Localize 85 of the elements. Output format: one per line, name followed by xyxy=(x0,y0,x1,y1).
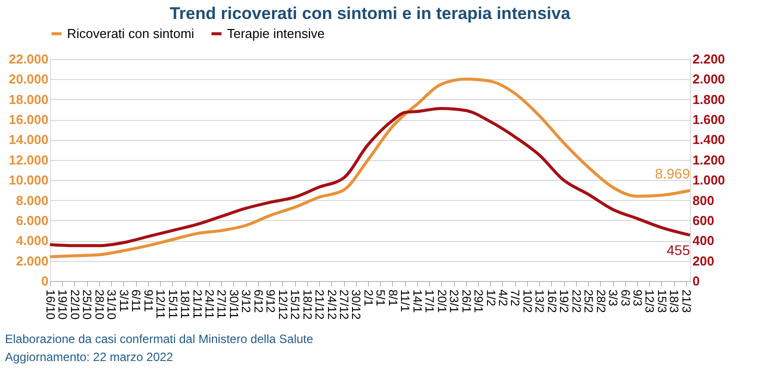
y-tick-label: 6.000 xyxy=(16,212,48,228)
x-tick-label: 9/11 xyxy=(141,290,156,312)
x-tick-label: 11/1 xyxy=(398,290,412,312)
x-tick-label: 6/12 xyxy=(251,290,266,314)
x-tick-label: 1/2 xyxy=(484,290,498,307)
x-tick-label: 3/11 xyxy=(116,290,131,312)
x-tick-label: 3/12 xyxy=(239,290,254,314)
x-tick-label: 5/1 xyxy=(374,290,388,307)
y2-tick-label: 1.200 xyxy=(692,152,726,168)
x-tick-label: 25/10 xyxy=(80,290,94,320)
line-series xyxy=(48,78,692,258)
x-tick-label: 29/1 xyxy=(472,290,486,314)
y2-tick-label: 2.200 xyxy=(692,52,726,66)
x-tick-label: 18/3 xyxy=(667,290,682,314)
x-tick-label: 21/3 xyxy=(679,290,694,314)
y-tick-label: 8.000 xyxy=(16,192,48,208)
y-tick-label: 18.000 xyxy=(8,92,48,107)
x-tick-label: 30/12 xyxy=(349,290,364,320)
x-tick-label: 10/2 xyxy=(520,290,534,314)
x-tick-label: 28/10 xyxy=(92,290,106,320)
y2-tick-label: 2.000 xyxy=(692,72,726,87)
y-tick-label: 4.000 xyxy=(16,233,48,248)
x-tick-label: 12/12 xyxy=(276,290,290,320)
x-tick-label: 6/11 xyxy=(129,290,144,312)
x-tick-label: 22/10 xyxy=(68,290,82,320)
y-tick-label: 20.000 xyxy=(8,72,48,87)
x-tick-label: 21/11 xyxy=(190,290,204,319)
y2-tick-label: 200 xyxy=(692,253,714,268)
x-tick-label: 8/1 xyxy=(386,290,400,307)
x-tick-label: 26/1 xyxy=(459,290,474,314)
y-tick-label: 12.000 xyxy=(8,152,48,168)
x-tick-label: 24/11 xyxy=(202,290,216,319)
x-tick-label: 30/11 xyxy=(226,290,241,319)
x-tick-label: 7/2 xyxy=(508,290,522,307)
text: Aggiornamento: 22 marzo 2022 xyxy=(5,350,174,364)
y2-tick-label: 400 xyxy=(692,233,714,248)
y-tick-label: 14.000 xyxy=(8,132,48,148)
x-tick-label: 25/2 xyxy=(582,290,596,314)
x-tick-label: 31/10 xyxy=(104,290,119,320)
x-tick-label: 15/12 xyxy=(288,290,302,320)
y2-tick-label: 0 xyxy=(692,274,700,288)
x-tick-label: 19/10 xyxy=(56,290,70,320)
text: Elaborazione da casi confermati dal Ministero della Salute xyxy=(5,332,314,346)
x-tick-label: 9/12 xyxy=(264,290,278,314)
y2-tick-label: 1.400 xyxy=(692,132,726,148)
y2-tick-label: 1.800 xyxy=(692,92,726,107)
y2-tick-label: 600 xyxy=(692,212,714,228)
x-tick-label: 23/1 xyxy=(447,290,462,314)
y-tick-label: 10.000 xyxy=(8,172,48,188)
x-tick-label: 21/12 xyxy=(312,290,327,320)
data-label: 8.969 xyxy=(654,165,690,182)
y2-tick-label: 1.000 xyxy=(692,172,726,188)
x-tick-label: 12/11 xyxy=(154,290,168,319)
x-tick-label: 28/2 xyxy=(594,290,608,314)
y-tick-label: 22.000 xyxy=(8,52,48,66)
x-tick-label: 16/10 xyxy=(44,290,58,320)
x-tick-label: 13/2 xyxy=(532,290,547,314)
x-tick-label: 14/1 xyxy=(410,290,424,314)
x-tick-label: 3/3 xyxy=(606,290,620,307)
x-tick-label: 24/12 xyxy=(324,290,339,320)
x-tick-label: 27/11 xyxy=(214,290,229,319)
x-tick-label: 16/2 xyxy=(544,290,559,314)
x-tick-label: 19/2 xyxy=(557,290,572,314)
x-tick-label: 22/2 xyxy=(569,290,584,314)
y-tick-label: 16.000 xyxy=(8,112,48,128)
y2-tick-label: 1.600 xyxy=(692,112,726,128)
x-tick-label: 27/12 xyxy=(337,290,352,320)
x-tick-label: 4/2 xyxy=(496,290,510,307)
x-tick-label: 15/3 xyxy=(654,290,669,314)
x-tick-label: 18/12 xyxy=(300,290,314,320)
x-tick-label: 2/1 xyxy=(361,290,376,307)
x-tick-label: 18/11 xyxy=(178,290,192,319)
x-tick-label: 6/3 xyxy=(618,290,632,307)
chart-title: Trend ricoverati con sintomi e in terapia intensiva xyxy=(170,4,571,23)
y2-tick-label: 800 xyxy=(692,192,714,208)
x-tick-label: 20/1 xyxy=(434,290,449,314)
legend-label: Ricoverati con sintomi xyxy=(67,26,194,41)
y-tick-label: 0 xyxy=(41,274,48,288)
x-tick-label: 17/1 xyxy=(422,290,437,314)
data-label: 455 xyxy=(666,242,690,258)
x-tick-label: 12/3 xyxy=(642,290,657,314)
x-tick-label: 15/11 xyxy=(166,290,180,319)
x-tick-label: 9/3 xyxy=(630,290,645,307)
y-tick-label: 2.000 xyxy=(16,253,48,268)
legend-label: Terapie intensive xyxy=(227,26,325,41)
